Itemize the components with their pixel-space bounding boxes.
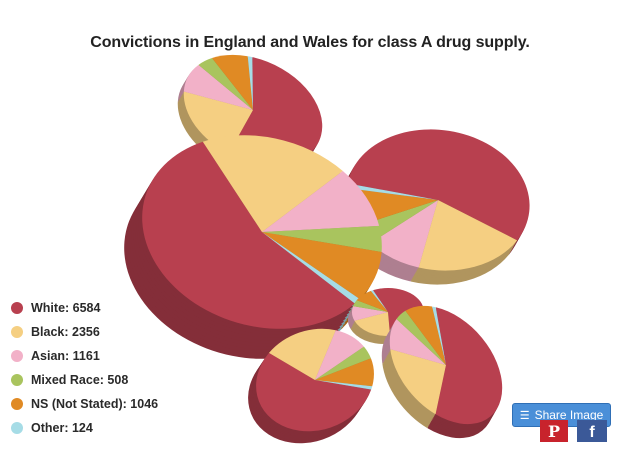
pie-slice-mixed-race (353, 300, 388, 312)
pie-slice-mixed-race (198, 58, 253, 110)
pie-slice-black (202, 135, 343, 232)
pinterest-button[interactable]: P (540, 420, 568, 442)
pie-slice-mixed-race (262, 225, 382, 252)
pie-slice-other (315, 380, 373, 390)
pie-slice-black (390, 349, 446, 415)
pie-slice-asian (183, 64, 253, 110)
pie-slice-asian (351, 306, 388, 321)
pie-slice-black (418, 200, 518, 271)
legend-label: White: 6584 (31, 301, 101, 315)
pie-slice-ns-not-stated- (405, 305, 446, 365)
legend-item: Black: 2356 (11, 320, 158, 344)
legend-swatch (11, 422, 23, 434)
pie-slice-asian (370, 200, 438, 268)
pie-3 (124, 135, 382, 359)
pie-slice-other (346, 183, 438, 200)
legend-item: Other: 124 (11, 416, 158, 440)
share-image-label: Share Image (534, 408, 604, 422)
legend-swatch (11, 326, 23, 338)
pie-slice-mixed-race (315, 346, 371, 380)
legend-swatch (11, 398, 23, 410)
pinterest-icon: P (547, 422, 561, 441)
pie-6 (381, 305, 503, 439)
pie-slice-asian (315, 330, 364, 380)
legend-item: NS (Not Stated): 1046 (11, 392, 158, 416)
legend-label: NS (Not Stated): 1046 (31, 397, 159, 411)
pie-slice-asian (262, 170, 380, 232)
legend-label: Asian: 1161 (31, 349, 100, 363)
legend-label: Black: 2356 (31, 325, 100, 339)
pie-slice-other (247, 56, 253, 110)
pie-slice-ns-not-stated- (356, 290, 388, 312)
facebook-button[interactable]: f (577, 420, 607, 442)
legend-swatch (11, 374, 23, 386)
pie-slice-ns-not-stated- (211, 54, 253, 110)
pie-slice-white (142, 141, 355, 329)
pie-slice-other (432, 306, 446, 365)
facebook-icon: f (589, 424, 595, 441)
legend-swatch (11, 350, 23, 362)
pie-slice-ns-not-stated- (315, 358, 374, 387)
pie-slice-ns-not-stated- (262, 232, 382, 300)
stack-icon: ☰ (519, 409, 530, 422)
legend-item: Mixed Race: 508 (11, 368, 158, 392)
pie-5 (248, 328, 374, 444)
pie-slice-white (256, 352, 372, 432)
legend-item: Asian: 1161 (11, 344, 158, 368)
pie-slice-black (354, 312, 391, 336)
pie-slice-mixed-race (396, 310, 446, 365)
chart-title: Convictions in England and Wales for cla… (90, 34, 530, 51)
pie-2 (338, 129, 530, 285)
legend-swatch (11, 302, 23, 314)
legend-item: White: 6584 (11, 296, 158, 320)
pie-slice-other (262, 232, 360, 304)
pie-slice-other (370, 290, 388, 312)
pie-slice-white (435, 307, 503, 425)
pie-slice-asian (389, 319, 446, 365)
legend-label: Other: 124 (31, 421, 93, 435)
chart-legend: White: 6584 Black: 2356 Asian: 1161 Mixed R… (11, 296, 158, 440)
legend-label: Mixed Race: 508 (31, 373, 129, 387)
pie-slice-white (347, 129, 530, 241)
pie-slice-black (269, 328, 336, 380)
